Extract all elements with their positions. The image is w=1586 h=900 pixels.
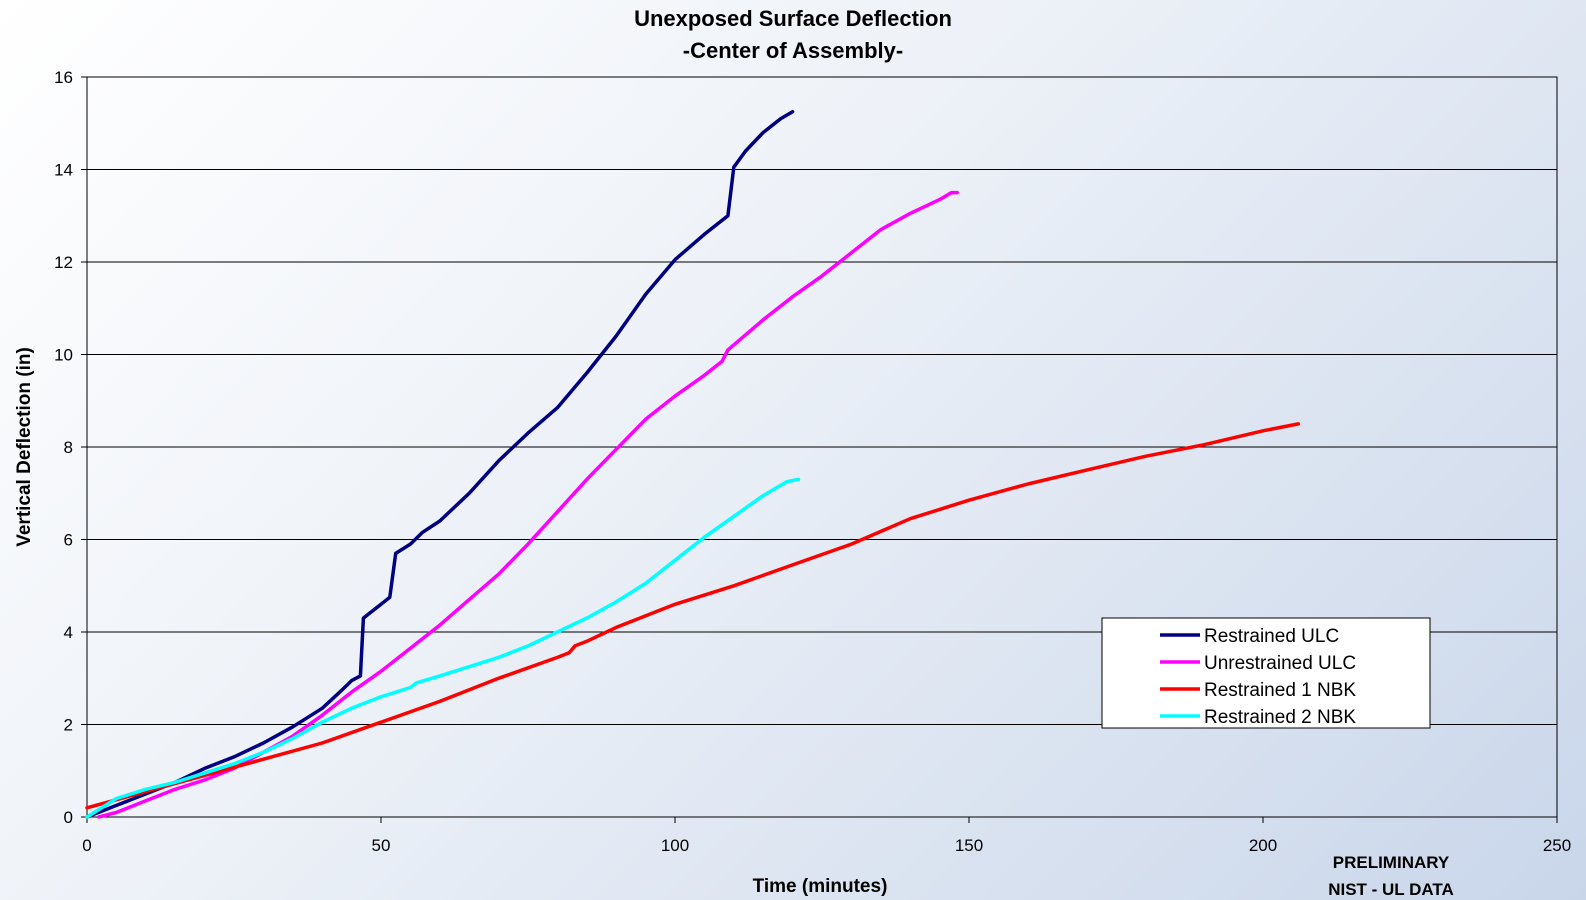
series-line: [97, 190, 959, 819]
series-lines: [85, 109, 1301, 819]
legend-label: Restrained 2 NBK: [1204, 707, 1356, 728]
y-tick-label: 8: [64, 438, 73, 457]
x-tick-label: 0: [82, 836, 91, 855]
x-tick-label: 50: [372, 836, 391, 855]
chart-subtitle: -Center of Assembly-: [683, 38, 903, 63]
legend-label: Restrained ULC: [1204, 626, 1339, 647]
series-line: [85, 422, 1301, 810]
x-tick-label: 100: [661, 836, 689, 855]
x-tick-label: 150: [955, 836, 983, 855]
chart-title: Unexposed Surface Deflection: [634, 6, 952, 31]
y-tick-label: 6: [64, 531, 73, 550]
y-tick-label: 2: [64, 716, 73, 735]
legend-box: [1101, 617, 1431, 729]
series-line: [85, 477, 801, 819]
x-tick-label: 250: [1543, 836, 1571, 855]
y-tick-label: 4: [64, 623, 73, 642]
y-axis-title: Vertical Deflection (in): [14, 347, 35, 547]
x-tick-label: 200: [1249, 836, 1277, 855]
legend: Restrained ULC Unrestrained ULC Restrained…: [1101, 617, 1431, 729]
axis-ticks: 0 2 4 6 8 10 12 14 16 0 50 100 150 200 250: [54, 68, 1571, 855]
preliminary-note-line1: PRELIMINARY: [1333, 853, 1450, 872]
y-tick-label: 10: [54, 346, 73, 365]
y-tick-label: 12: [54, 253, 73, 272]
y-tick-label: 14: [54, 161, 73, 180]
legend-label: Unrestrained ULC: [1204, 653, 1356, 674]
series-line: [85, 109, 795, 819]
legend-label: Restrained 1 NBK: [1204, 680, 1356, 701]
y-tick-label: 16: [54, 68, 73, 87]
x-axis-title: Time (minutes): [753, 876, 888, 897]
preliminary-note-line2: NIST - UL DATA: [1328, 880, 1454, 899]
y-tick-label: 0: [64, 808, 73, 827]
